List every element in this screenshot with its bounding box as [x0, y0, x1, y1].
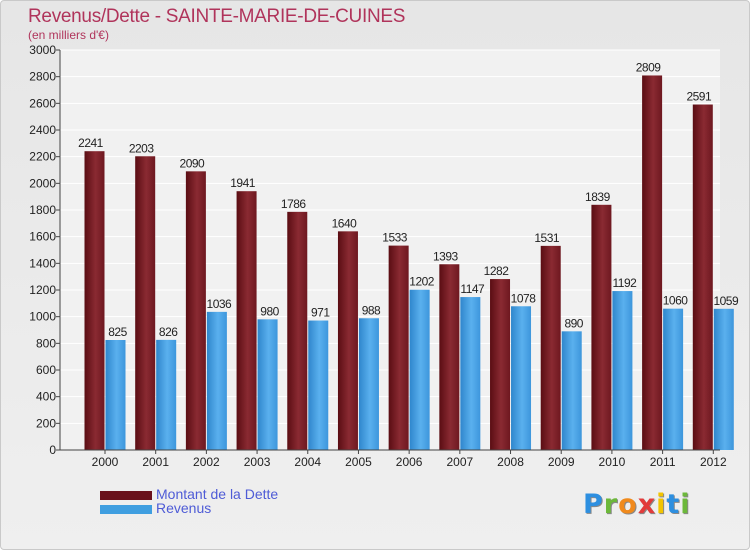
- data-label-debt: 1531: [534, 231, 560, 245]
- logo-letter: i: [680, 489, 691, 520]
- bar-debt: [540, 245, 561, 450]
- bar-revenue: [105, 340, 126, 450]
- x-axis: 2000 2001 2002 2003 2004 2005 2006 2007 2008 2009…: [60, 449, 727, 469]
- x-tick-label: 2006: [396, 455, 423, 469]
- bar-debt: [185, 171, 206, 451]
- y-tick-label: 2000: [29, 176, 56, 190]
- y-tick-label: 2200: [29, 150, 56, 164]
- data-label-revenue: 1192: [613, 276, 638, 290]
- legend-label-revenue: Revenus: [156, 500, 212, 516]
- data-label-debt: 1640: [332, 216, 358, 230]
- data-label-debt: 1393: [433, 249, 459, 263]
- bar-revenue: [358, 318, 379, 450]
- data-label-revenue: 988: [362, 303, 381, 317]
- bar-revenue: [561, 331, 582, 450]
- chart-title: Revenus/Dette - SAINTE-MARIE-DE-CUINES: [28, 6, 406, 27]
- bar-revenue: [713, 308, 734, 450]
- x-tick-label: 2010: [599, 455, 626, 469]
- y-tick-label: 0: [49, 443, 56, 457]
- x-tick-label: 2008: [497, 455, 524, 469]
- x-tick-label: 2002: [193, 455, 220, 469]
- x-tick-label: 2009: [548, 455, 575, 469]
- bar-debt: [591, 204, 612, 450]
- x-tick-label: 2011: [650, 455, 676, 469]
- y-tick-label: 2400: [29, 123, 56, 137]
- bar-revenue: [308, 320, 329, 450]
- y-tick-label: 2600: [29, 96, 56, 110]
- bar-debt: [388, 245, 409, 450]
- y-tick-label: 2800: [29, 70, 56, 84]
- bar-debt: [439, 264, 460, 450]
- y-tick-label: 3000: [29, 43, 56, 57]
- bar-debt: [490, 279, 511, 450]
- y-tick-label: 1200: [29, 283, 56, 297]
- bars: 2241 825 2203 826 2090 1036 1941 980 1786 971 1640…: [78, 60, 739, 451]
- y-tick-label: 1400: [29, 256, 56, 270]
- y-tick-label: 1800: [29, 203, 56, 217]
- y-tick-label: 200: [36, 416, 56, 430]
- data-label-debt: 2809: [636, 60, 662, 74]
- logo-letter: r: [603, 489, 619, 520]
- data-label-revenue: 980: [260, 304, 279, 318]
- y-tick-label: 600: [36, 363, 56, 377]
- bar-revenue: [460, 297, 481, 450]
- x-tick-label: 2012: [700, 455, 727, 469]
- data-label-revenue: 1036: [207, 297, 233, 311]
- data-label-revenue: 1147: [460, 282, 485, 296]
- data-label-debt: 2203: [129, 141, 155, 155]
- data-label-revenue: 825: [108, 325, 127, 339]
- chart-subtitle: (en milliers d'€): [28, 28, 109, 42]
- bar-revenue: [409, 289, 430, 450]
- bar-debt: [135, 156, 156, 450]
- bar-debt: [287, 211, 308, 450]
- x-tick-label: 2003: [244, 455, 271, 469]
- bar-debt: [692, 104, 713, 451]
- y-tick-label: 1000: [29, 310, 56, 324]
- proxiti-logo: Proxiti: [583, 489, 691, 520]
- data-label-revenue: 890: [564, 316, 583, 330]
- bar-debt: [337, 231, 358, 450]
- x-tick-label: 2005: [345, 455, 372, 469]
- y-axis: 0 200 400 600 800 1000 1200 1400 1600 1800 2000 220…: [29, 43, 61, 457]
- data-label-debt: 1839: [585, 190, 611, 204]
- data-label-revenue: 826: [159, 325, 178, 339]
- data-label-revenue: 971: [311, 306, 330, 320]
- data-label-revenue: 1202: [409, 275, 435, 289]
- x-tick-label: 2001: [142, 455, 169, 469]
- bar-revenue: [206, 311, 227, 450]
- y-tick-label: 800: [36, 336, 56, 350]
- data-label-debt: 2241: [78, 136, 104, 150]
- data-label-debt: 1941: [230, 176, 256, 190]
- legend-swatch-debt: [100, 491, 152, 500]
- bar-revenue: [663, 308, 684, 450]
- data-label-revenue: 1059: [713, 294, 739, 308]
- data-label-debt: 2090: [180, 156, 206, 170]
- data-label-revenue: 1078: [511, 291, 537, 305]
- data-label-debt: 1282: [484, 264, 510, 278]
- x-tick-label: 2004: [294, 455, 321, 469]
- legend-swatch-revenue: [100, 505, 152, 514]
- legend-label-debt: Montant de la Dette: [156, 486, 279, 502]
- bar-debt: [236, 191, 257, 450]
- bar-revenue: [612, 291, 633, 450]
- x-tick-label: 2000: [92, 455, 119, 469]
- data-label-debt: 2591: [686, 90, 712, 104]
- logo-letter: x: [637, 489, 657, 520]
- y-tick-label: 400: [36, 390, 56, 404]
- x-tick-label: 2007: [446, 455, 473, 469]
- logo-letter: t: [666, 489, 681, 520]
- data-label-debt: 1786: [281, 197, 307, 211]
- logo-letter: P: [583, 489, 604, 520]
- bar-debt: [84, 151, 105, 450]
- data-label-revenue: 1060: [663, 294, 689, 308]
- data-label-debt: 1533: [382, 231, 408, 245]
- bar-revenue: [257, 319, 278, 450]
- bar-revenue: [511, 306, 532, 450]
- y-tick-label: 1600: [29, 230, 56, 244]
- logo-letter: o: [618, 489, 638, 520]
- logo-letter: i: [656, 489, 667, 520]
- bar-revenue: [156, 339, 177, 450]
- bar-debt: [642, 75, 663, 450]
